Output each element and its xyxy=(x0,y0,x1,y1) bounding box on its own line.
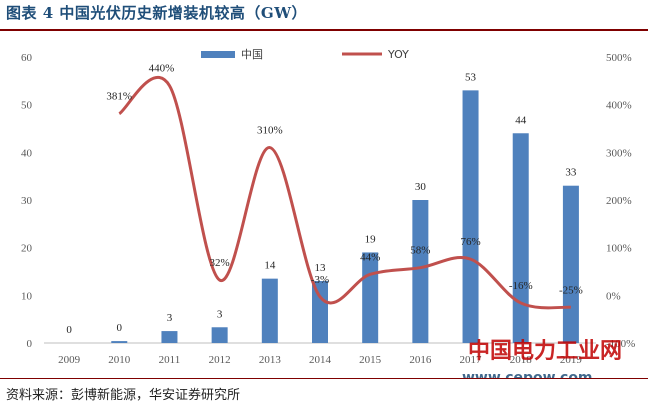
x-tick-label: 2017 xyxy=(460,354,483,366)
bar-data-label: 30 xyxy=(415,181,427,193)
bar-data-label: 13 xyxy=(315,262,327,274)
bar xyxy=(312,281,328,343)
watermark-line2: www.cepow.com xyxy=(462,370,593,378)
left-tick-label: 60 xyxy=(21,52,33,64)
bar-data-label: 53 xyxy=(465,71,477,83)
bar-series xyxy=(111,90,579,343)
x-tick-label: 2019 xyxy=(560,354,583,366)
bar-data-label: 19 xyxy=(365,233,377,245)
bar-data-label: 3 xyxy=(167,312,173,324)
line-data-label: 440% xyxy=(149,63,175,75)
bar-data-label: 14 xyxy=(264,260,276,272)
x-tick-label: 2010 xyxy=(108,354,131,366)
left-tick-label: 40 xyxy=(21,147,33,159)
right-tick-label: 200% xyxy=(606,195,632,207)
right-tick-label: 300% xyxy=(606,147,632,159)
line-data-label: 58% xyxy=(410,245,430,257)
line-data-label: 76% xyxy=(460,236,480,248)
x-axis-ticks: 2009 2010 2011 2012 2013 2014 2015 2016 2017 2018… xyxy=(58,354,582,366)
bar xyxy=(562,185,579,343)
x-tick-label: 2013 xyxy=(259,354,282,366)
left-tick-label: 30 xyxy=(21,195,33,207)
yoy-line xyxy=(118,75,572,310)
x-tick-label: 2014 xyxy=(309,354,332,366)
watermark: 中国电力工业网 www.cepow.com xyxy=(462,339,622,378)
x-tick-label: 2018 xyxy=(510,354,533,366)
legend-swatch-bar xyxy=(201,51,235,58)
bar xyxy=(512,133,529,343)
bar-data-label: 0 xyxy=(117,322,123,334)
left-tick-label: 0 xyxy=(27,338,33,350)
right-tick-label: 0% xyxy=(606,290,621,302)
legend-label-line: YOY xyxy=(387,48,409,61)
bar xyxy=(462,90,479,343)
bar-data-label: 44 xyxy=(515,114,527,126)
bar-data-label: 33 xyxy=(565,167,577,179)
line-data-label: 32% xyxy=(210,257,230,269)
x-tick-label: 2015 xyxy=(359,354,382,366)
legend: 中国 YOY xyxy=(201,48,409,61)
line-data-label: 44% xyxy=(360,251,380,263)
bar xyxy=(362,252,379,343)
chart-title: 图表 4 中国光伏历史新增装机较高（GW） xyxy=(6,4,308,22)
right-tick-label: -100% xyxy=(606,338,635,350)
bar-data-label: 0 xyxy=(66,324,72,336)
source-note: 资料来源：彭博新能源，华安证券研究所 xyxy=(6,388,241,403)
right-axis: -100% 0% 100% 200% 300% 400% 500% xyxy=(606,52,635,350)
left-tick-label: 20 xyxy=(21,243,33,255)
right-tick-label: 100% xyxy=(606,243,632,255)
line-data-label: 310% xyxy=(257,125,283,137)
x-tick-label: 2012 xyxy=(209,354,231,366)
bar xyxy=(412,200,429,343)
x-tick-label: 2009 xyxy=(58,354,81,366)
watermark-line1: 中国电力工业网 xyxy=(468,339,622,364)
bar xyxy=(261,278,278,343)
line-data-labels: 381% 440% 32% 310% -3% 44% 58% 76% -16% -25% xyxy=(106,63,582,297)
line-data-label: -3% xyxy=(311,274,329,286)
title-rule xyxy=(0,29,648,31)
line-data-label: -16% xyxy=(509,280,533,292)
line-data-label: 381% xyxy=(106,91,132,103)
bar xyxy=(161,331,178,343)
left-axis: 0 10 20 30 40 50 60 xyxy=(21,52,33,350)
right-tick-label: 400% xyxy=(606,100,632,112)
left-tick-label: 10 xyxy=(21,290,33,302)
x-tick-label: 2016 xyxy=(409,354,432,366)
line-data-label: -25% xyxy=(559,284,583,296)
right-tick-label: 500% xyxy=(606,52,632,64)
bar xyxy=(111,341,128,343)
bar xyxy=(211,327,228,343)
left-tick-label: 50 xyxy=(21,100,33,112)
legend-label-bar: 中国 xyxy=(241,48,263,61)
bar-data-label: 3 xyxy=(217,308,223,320)
x-tick-label: 2011 xyxy=(159,354,181,366)
source-rule xyxy=(0,378,648,379)
